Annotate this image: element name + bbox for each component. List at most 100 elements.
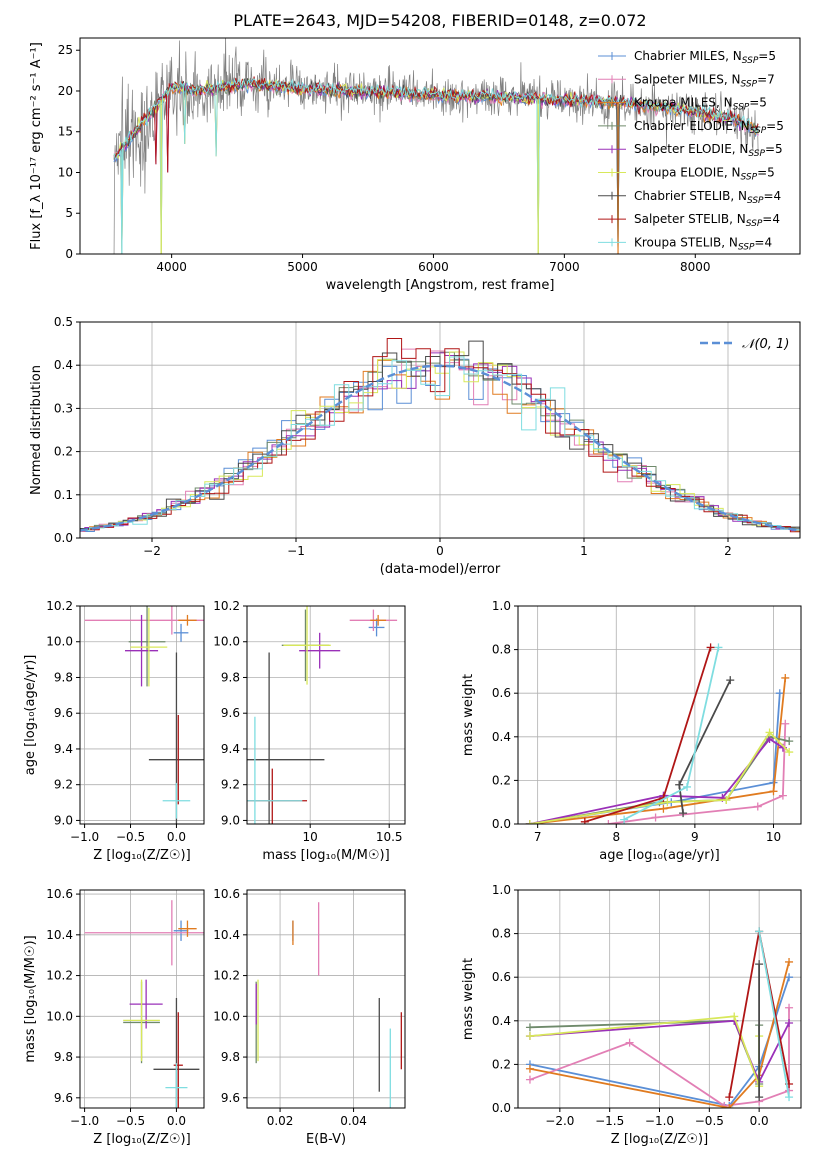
y-tick-label: 9.6 — [221, 706, 240, 720]
x-tick-label: −0.5 — [116, 1114, 145, 1128]
histogram-series — [80, 338, 800, 533]
data-point — [755, 1093, 764, 1102]
y-tick-label: 0.6 — [492, 686, 511, 700]
data-point — [730, 1012, 739, 1021]
legend-entry: Chabrier ELODIE, NSSP=5 — [634, 119, 784, 136]
y-tick-label: 9.6 — [221, 1091, 240, 1105]
y-tick-label: 1.0 — [492, 599, 511, 613]
axes-4 — [518, 605, 801, 825]
histogram-steps — [80, 338, 800, 533]
data-point — [620, 815, 629, 824]
data-point — [525, 1064, 534, 1073]
data-point — [785, 1093, 794, 1102]
y-tick-label: 10.6 — [213, 887, 240, 901]
x-tick-label: 2 — [724, 544, 732, 558]
x-tick-label: −0.5 — [695, 1114, 724, 1128]
data-point — [525, 1032, 534, 1041]
spectrum-lines — [113, 38, 759, 254]
y-tick-label: 20 — [58, 84, 73, 98]
y-tick-label: 10.6 — [46, 887, 73, 901]
y-tick-label: 9.8 — [54, 670, 73, 684]
legend-entry: Kroupa STELIB, NSSP=4 — [634, 235, 772, 252]
legend-entry: Chabrier STELIB, NSSP=4 — [634, 189, 781, 206]
data-point — [769, 787, 778, 796]
y-tick-label: 10.2 — [46, 599, 73, 613]
axes-frame — [79, 37, 801, 255]
data-point — [725, 1104, 734, 1108]
x-tick-label: 7 — [534, 830, 542, 844]
x-tick-label: 7000 — [549, 260, 580, 274]
y-tick-label: 9.0 — [54, 813, 73, 827]
x-tick-label: 6000 — [418, 260, 449, 274]
data-point — [781, 719, 790, 728]
errorbar-group — [84, 900, 204, 1108]
x-axis-label: wavelength [Angstrom, rest frame] — [326, 278, 555, 293]
x-tick-label: −1.5 — [595, 1114, 624, 1128]
y-axis-label: mass [log₁₀(M/M☉)] — [23, 935, 38, 1062]
x-tick-label: 0.04 — [340, 1114, 367, 1128]
model-spectrum-line — [113, 76, 759, 173]
axes-frame — [517, 605, 802, 825]
y-tick-label: 0.4 — [492, 730, 511, 744]
x-tick-label: 4000 — [156, 260, 187, 274]
y-tick-label: 0.3 — [54, 401, 73, 415]
mass-weight-line — [529, 737, 784, 824]
x-axis-label: Z [log₁₀(Z/Z☉)] — [93, 848, 190, 863]
data-point — [625, 1038, 634, 1047]
mass-weight-line — [529, 1007, 790, 1107]
legend-entry: Kroupa ELODIE, NSSP=5 — [634, 166, 775, 183]
data-point — [785, 1003, 794, 1012]
x-axis-label: Z [log₁₀(Z/Z☉)] — [611, 1132, 708, 1147]
y-axis-label: mass weight — [461, 674, 476, 756]
data-point — [525, 1023, 534, 1032]
y-tick-label: 9.6 — [54, 1091, 73, 1105]
data-spectrum-line — [113, 38, 759, 254]
data-point — [765, 728, 774, 737]
x-tick-label: 1 — [580, 544, 588, 558]
y-axis-label: Normed distribution — [29, 365, 44, 495]
data-point — [663, 798, 672, 807]
data-point — [706, 643, 715, 652]
y-tick-label: 9.2 — [221, 778, 240, 792]
y-tick-label: 9.4 — [221, 742, 240, 756]
model-spectrum-line — [113, 78, 759, 254]
x-tick-label: 9 — [691, 830, 699, 844]
data-point — [785, 973, 794, 982]
y-tick-label: 9.8 — [221, 670, 240, 684]
data-point — [753, 802, 762, 811]
y-axis-label: Flux [f_λ 10⁻¹⁷ erg cm⁻² s⁻¹ A⁻¹] — [29, 42, 44, 250]
data-point — [679, 809, 688, 818]
y-tick-label: 0.2 — [492, 773, 511, 787]
y-axis-label: mass weight — [461, 958, 476, 1040]
figure-title: PLATE=2643, MJD=54208, FIBERID=0148, z=0… — [233, 11, 647, 30]
y-tick-label: 0.4 — [492, 1014, 511, 1028]
y-tick-label: 5 — [65, 206, 73, 220]
x-tick-label: 5000 — [287, 260, 318, 274]
y-tick-label: 10.0 — [213, 1009, 240, 1023]
data-point — [525, 820, 534, 824]
x-tick-label: 8 — [612, 830, 620, 844]
data-point — [778, 791, 787, 800]
x-axis-label: mass [log₁₀(M/M☉)] — [262, 848, 389, 863]
x-tick-label: 10 — [766, 830, 781, 844]
y-tick-label: 10 — [58, 165, 73, 179]
y-tick-label: 0.8 — [492, 927, 511, 941]
y-axis-label: age [log₁₀(age/yr)] — [23, 655, 38, 776]
y-tick-label: 1.0 — [492, 883, 511, 897]
y-tick-label: 10.4 — [213, 928, 240, 942]
y-tick-label: 0.2 — [492, 1057, 511, 1071]
x-axis-label: E(B-V) — [306, 1132, 346, 1147]
y-tick-label: 9.8 — [54, 1050, 73, 1064]
y-tick-label: 10.0 — [46, 1009, 73, 1023]
legend-entry: Kroupa MILES, NSSP=5 — [634, 96, 767, 113]
legend-entry: Chabrier MILES, NSSP=5 — [634, 49, 776, 66]
y-tick-label: 0.0 — [492, 817, 511, 831]
x-tick-label: 0.0 — [167, 830, 186, 844]
data-point — [785, 1018, 794, 1027]
x-tick-label: −1 — [287, 544, 305, 558]
legend-entry: 𝒩(0, 1) — [742, 337, 789, 352]
x-tick-label: 0.0 — [167, 1114, 186, 1128]
data-point — [775, 689, 784, 698]
y-tick-label: 0 — [65, 247, 73, 261]
data-point — [683, 782, 692, 791]
